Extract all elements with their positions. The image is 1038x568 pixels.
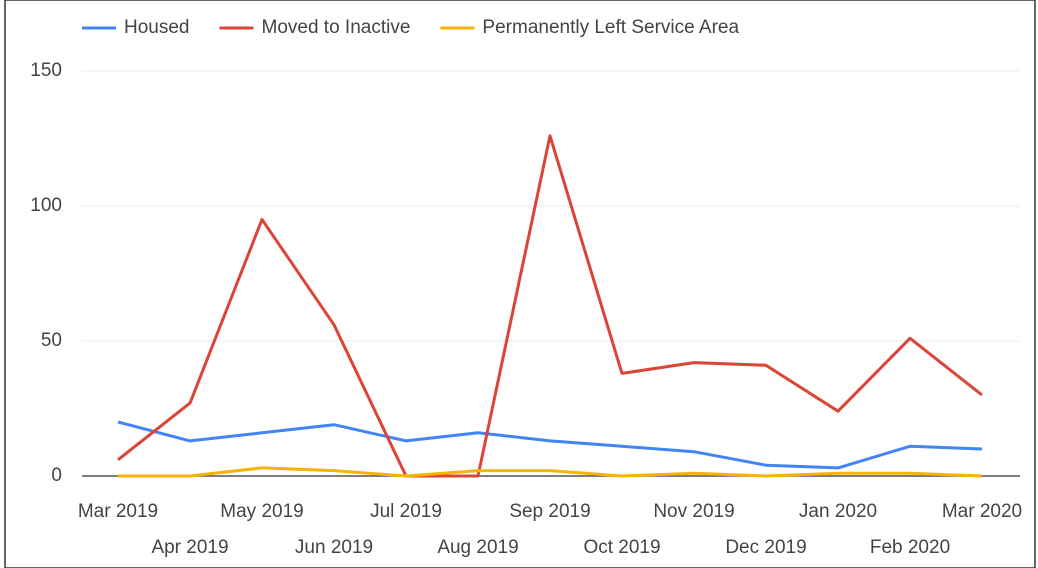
y-tick-label: 100	[30, 195, 62, 216]
x-tick-label: Aug 2019	[437, 537, 518, 558]
x-tick-label: Sep 2019	[509, 501, 590, 522]
x-tick-label: Jun 2019	[295, 537, 373, 558]
x-tick-label: Oct 2019	[583, 537, 660, 558]
x-tick-label: Mar 2020	[942, 501, 1022, 522]
y-tick-label: 50	[41, 330, 62, 351]
series-line	[117, 134, 983, 478]
series-line	[117, 420, 983, 470]
x-tick-label: Dec 2019	[725, 537, 806, 558]
x-tick-label: Apr 2019	[151, 537, 228, 558]
y-tick-label: 150	[30, 60, 62, 81]
series-line	[118, 466, 983, 478]
frame	[4, 0, 1036, 568]
x-tick-label: Jul 2019	[370, 501, 442, 522]
x-tick-label: Mar 2019	[78, 501, 158, 522]
legend-label: Housed	[124, 17, 190, 38]
x-tick-label: Jan 2020	[799, 501, 877, 522]
x-tick-label: May 2019	[220, 501, 303, 522]
y-tick-label: 0	[51, 465, 62, 486]
legend-label: Moved to Inactive	[262, 17, 411, 38]
x-tick-label: Feb 2020	[870, 537, 950, 558]
x-tick-label: Nov 2019	[653, 501, 734, 522]
legend-label: Permanently Left Service Area	[482, 17, 739, 38]
